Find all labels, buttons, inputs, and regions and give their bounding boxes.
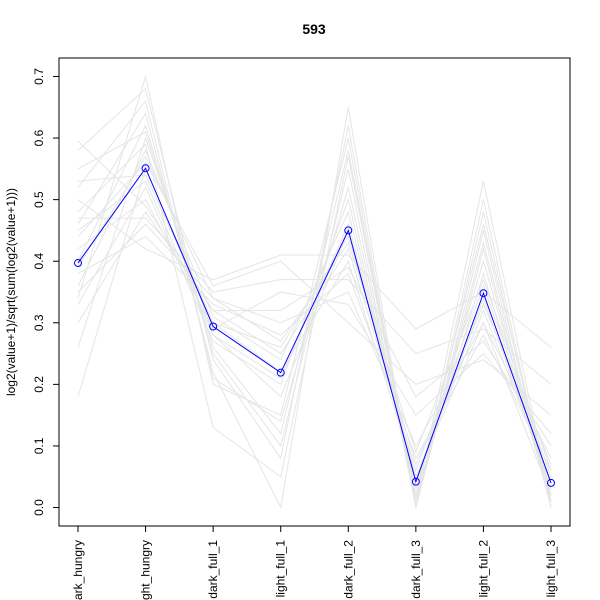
- background-series-line-11: [77, 107, 552, 510]
- x-tick-label-5: dark_full_3: [409, 540, 423, 599]
- y-axis: 0.0 0.1 0.2 0.3 0.4 0.5 0.6 0.7: [32, 68, 59, 516]
- highlight-point-4: [344, 226, 353, 235]
- background-series-line-15: [77, 99, 552, 496]
- background-series-line-1: [77, 136, 552, 490]
- y-axis-label: log2(value+1)/sqrt(sum(log2(value+1))): [4, 188, 18, 396]
- x-tick-label-0: dark_hungry: [71, 540, 85, 600]
- highlight-point-1: [141, 164, 150, 173]
- background-series-line-14: [77, 199, 552, 348]
- x-tick-label-2: dark_full_1: [206, 540, 220, 599]
- y-tick-label-5: 0.5: [32, 191, 46, 208]
- highlight-point-7: [547, 478, 555, 487]
- highlight-series-group: [74, 164, 555, 487]
- plot-frame: [58, 57, 571, 527]
- highlight-point-6: [479, 289, 488, 298]
- x-tick-label-6: light_full_2: [476, 540, 490, 598]
- background-series-group: [77, 74, 552, 510]
- highlight-point-0: [74, 259, 82, 268]
- y-tick-label-2: 0.2: [32, 376, 46, 393]
- background-series-line-0: [77, 167, 552, 496]
- y-tick-label-1: 0.1: [32, 437, 46, 454]
- x-tick-label-7: light_full_3: [544, 540, 558, 598]
- background-series-line-4: [77, 74, 552, 508]
- highlight-series-line: [77, 167, 552, 484]
- background-series-line-21: [77, 155, 552, 471]
- y-tick-label-7: 0.7: [32, 68, 46, 85]
- y-tick-label-4: 0.4: [32, 253, 46, 270]
- y-tick-label-6: 0.6: [32, 129, 46, 146]
- y-tick-label-3: 0.3: [32, 314, 46, 331]
- x-tick-label-4: dark_full_2: [341, 540, 355, 599]
- x-tick-label-1: light_hungry: [139, 540, 153, 600]
- x-axis: dark_hungry light_hungry dark_full_1 light_…: [71, 526, 558, 600]
- chart-title: 593: [302, 21, 326, 37]
- highlight-point-5: [411, 477, 420, 486]
- x-tick-label-3: light_full_1: [274, 540, 288, 598]
- highlight-point-3: [276, 368, 285, 377]
- background-series-line-6: [77, 149, 552, 496]
- background-series-line-13: [77, 143, 552, 502]
- background-series-line-12: [78, 217, 552, 385]
- highlight-point-2: [209, 322, 218, 331]
- y-tick-label-0: 0.0: [32, 499, 46, 516]
- background-series-line-19: [77, 140, 552, 447]
